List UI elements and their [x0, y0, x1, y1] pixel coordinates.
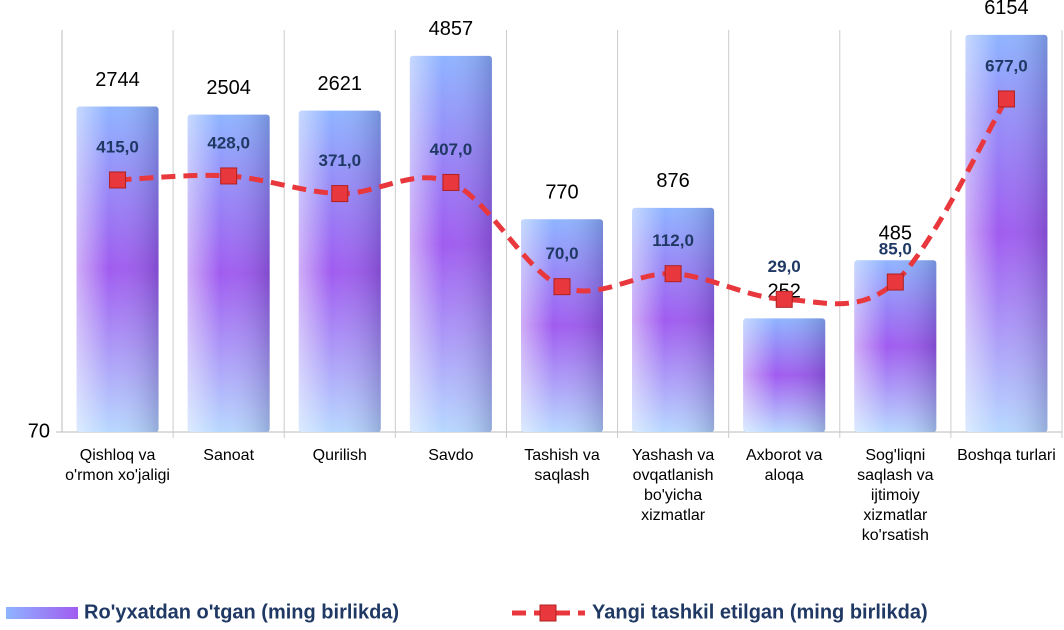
marker — [220, 167, 238, 185]
bar-highlight — [965, 34, 1048, 432]
bar-highlight — [854, 260, 937, 432]
data-label: 2744 — [95, 69, 140, 91]
x-tick-label: Tashish va saqlash — [524, 447, 600, 484]
data-label: 485 — [879, 223, 912, 245]
bar-highlight — [187, 114, 270, 432]
x-tick-label: Boshqa turlari — [957, 447, 1056, 464]
x-tick-label: Qurilish — [312, 447, 367, 464]
data-label: 428,0 — [207, 133, 250, 152]
marker — [553, 278, 571, 296]
x-tick-label: Yashash va ovqatlanish bo'yicha xizmatla… — [631, 447, 715, 524]
data-label: 29,0 — [768, 257, 801, 276]
x-tick-label: Axborot va aloqa — [745, 447, 823, 484]
bar-highlight — [409, 55, 492, 432]
marker — [886, 273, 904, 291]
legend-swatch — [6, 607, 78, 619]
bar-highlight — [632, 207, 715, 432]
x-tick-label: Sog'liqni saqlash va ijtimoiy xizmatlar … — [857, 447, 934, 544]
data-label: 2621 — [318, 73, 363, 95]
data-label: 677,0 — [985, 56, 1028, 75]
bar-highlight — [76, 106, 159, 432]
marker — [331, 185, 349, 203]
data-label: 112,0 — [652, 231, 694, 250]
marker — [442, 173, 460, 191]
legend-label: Ro'yxatdan o'tgan (ming birlikda) — [84, 601, 399, 623]
data-label: 876 — [656, 170, 689, 192]
data-label: 407,0 — [430, 140, 473, 159]
data-label: 415,0 — [96, 137, 139, 156]
legend-label: Yangi tashkil etilgan (ming birlikda) — [592, 601, 928, 623]
x-tick-label: Savdo — [428, 447, 474, 464]
x-tick-label: Sanoat — [203, 447, 255, 464]
data-label: 2504 — [206, 77, 251, 99]
data-label: 371,0 — [319, 151, 362, 170]
bar-highlight — [743, 318, 826, 432]
data-label: 770 — [545, 182, 578, 204]
data-label: 70,0 — [545, 244, 578, 263]
marker — [775, 290, 793, 308]
x-tick-label: Qishloq va o'rmon xo'jaligi — [65, 447, 170, 484]
marker — [109, 171, 127, 189]
y-tick-label: 70 — [28, 420, 50, 442]
marker — [997, 90, 1015, 108]
data-label: 85,0 — [879, 240, 912, 259]
data-label: 6154 — [984, 0, 1029, 19]
marker — [664, 265, 682, 283]
legend-swatch — [539, 604, 557, 622]
data-label: 4857 — [429, 18, 474, 40]
